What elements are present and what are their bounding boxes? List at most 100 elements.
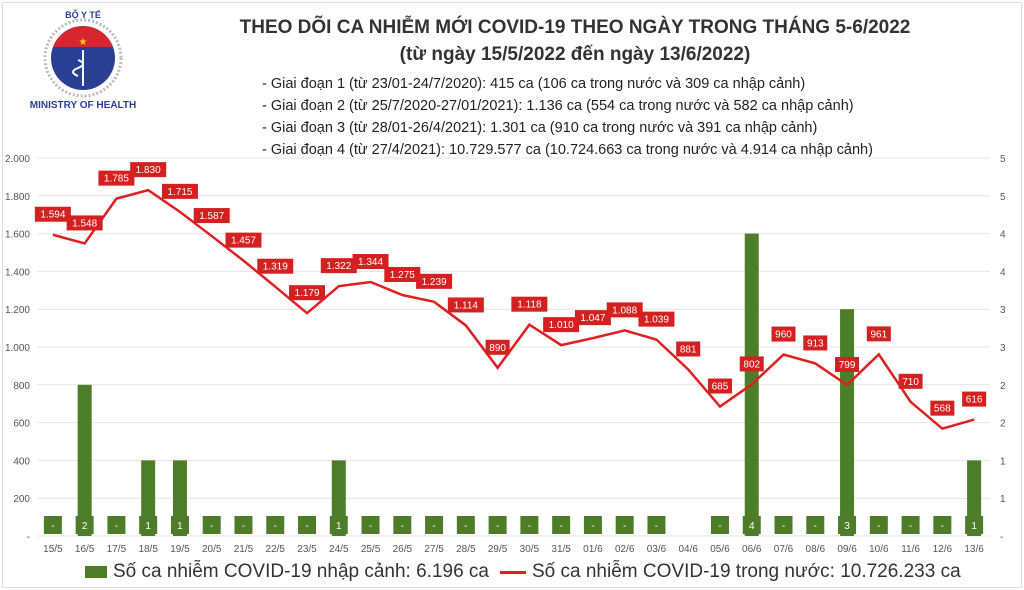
bar-data-label: - — [51, 521, 54, 532]
right-tick-label: 2 — [1000, 419, 1006, 430]
line-data-label: 1.319 — [263, 262, 288, 273]
right-tick-label: 4 — [1000, 230, 1006, 241]
line-data-label: 1.322 — [326, 261, 351, 272]
phase-3: - Giai đoạn 3 (từ 28/01-26/4/2021): 1.30… — [262, 120, 818, 136]
bar-label-box — [933, 516, 952, 534]
legend-line: Số ca nhiễm COVID-19 trong nước: 10.726.… — [500, 561, 961, 583]
bar-label-box — [965, 516, 984, 534]
line-label-box — [771, 326, 796, 342]
bar-label-box — [139, 516, 158, 534]
bar-label-box — [75, 516, 94, 534]
bar-label-box — [615, 516, 634, 534]
line-label-box — [739, 356, 764, 372]
right-tick-label: 2 — [1000, 381, 1006, 392]
right-tick-label: 5 — [1000, 192, 1006, 203]
line-label-box — [98, 170, 135, 186]
bar-label-box — [552, 516, 571, 534]
line-label-box — [225, 232, 262, 248]
bar-data-label: - — [369, 521, 372, 532]
line-data-label: 1.715 — [167, 187, 192, 198]
left-tick-label: 200 — [13, 494, 30, 505]
line-label-box — [130, 162, 167, 178]
chart-plot: - - 200 1 400 1 600 2 800 2 1.000 3 1.200 3 1.400 4 1.60… — [5, 154, 1006, 555]
line-label-box — [866, 326, 891, 342]
line-data-label: 799 — [839, 360, 856, 371]
line-label-box — [511, 296, 548, 312]
bar-label-box — [710, 516, 729, 534]
x-tick-label: 09/6 — [837, 544, 857, 555]
line-label-box — [384, 267, 421, 283]
x-tick-label: 18/5 — [138, 544, 158, 555]
x-tick-label: 31/5 — [551, 544, 571, 555]
line-data-label: 710 — [902, 377, 919, 388]
right-tick-label: 3 — [1000, 343, 1006, 354]
x-tick-label: 25/5 — [361, 544, 381, 555]
bar-data-label: 1 — [177, 521, 183, 532]
bar-data-label: - — [782, 521, 785, 532]
right-tick-label: 3 — [1000, 305, 1006, 316]
x-tick-label: 03/6 — [647, 544, 667, 555]
x-tick-label: 05/6 — [710, 544, 730, 555]
domestic-cases-line — [52, 188, 975, 431]
line-data-label: 1.830 — [136, 165, 161, 176]
line-data-label: 685 — [712, 382, 729, 393]
bar-data-label: - — [559, 521, 562, 532]
line-label-box — [447, 297, 484, 313]
x-tick-label: 07/6 — [774, 544, 794, 555]
bar-label-box — [234, 516, 253, 534]
x-tick-label: 21/5 — [234, 544, 254, 555]
line-data-label: 1.457 — [231, 236, 256, 247]
bar-label-box — [361, 516, 380, 534]
line-data-label: 616 — [966, 395, 983, 406]
bar-label-box — [266, 516, 285, 534]
left-tick-label: - — [27, 532, 30, 543]
x-tick-label: 22/5 — [266, 544, 286, 555]
line-label-box — [803, 335, 828, 351]
chart-title: THEO DÕI CA NHIỄM MỚI COVID-19 THEO NGÀY… — [239, 17, 911, 38]
x-tick-label: 23/5 — [297, 544, 317, 555]
svg-text:★: ★ — [79, 37, 88, 48]
line-data-label: 1.239 — [422, 277, 447, 288]
line-data-label: 1.118 — [517, 300, 542, 311]
logo-bottom-text: MINISTRY OF HEALTH — [30, 100, 136, 111]
line-data-label: 1.548 — [72, 218, 97, 229]
line-label-box — [485, 339, 510, 355]
bar-data-label: - — [655, 521, 658, 532]
line-label-box — [193, 208, 230, 224]
bar-label-box — [806, 516, 825, 534]
line-label-box — [707, 378, 732, 394]
line-data-label: 960 — [775, 330, 792, 341]
line-data-label: 1.275 — [390, 270, 415, 281]
left-tick-label: 1.600 — [5, 230, 30, 241]
legend-line-swatch — [500, 570, 526, 574]
left-tick-label: 800 — [13, 381, 30, 392]
line-data-label: 802 — [743, 359, 760, 370]
phase-1: - Giai đoạn 1 (từ 23/01-24/7/2020): 415 … — [262, 76, 806, 92]
bar-data-label: 1 — [971, 521, 977, 532]
line-label-box — [416, 273, 453, 289]
bar-data-label: 2 — [82, 521, 88, 532]
x-tick-label: 08/6 — [806, 544, 826, 555]
left-tick-label: 1.200 — [5, 305, 30, 316]
bar-label-box — [869, 516, 888, 534]
bar-data-label: - — [496, 521, 499, 532]
bar-data-label: - — [718, 521, 721, 532]
import-bar — [77, 384, 92, 536]
bar-label-box — [202, 516, 221, 534]
bar-data-label: - — [464, 521, 467, 532]
x-tick-label: 01/6 — [583, 544, 603, 555]
bar-label-box — [838, 516, 857, 534]
bar-label-box — [520, 516, 539, 534]
x-tick-label: 19/5 — [170, 544, 190, 555]
line-label-box — [257, 258, 294, 274]
chart-subtitle: (từ ngày 15/5/2022 đến ngày 13/6/2022) — [399, 44, 751, 65]
bar-data-label: - — [432, 521, 435, 532]
left-tick-label: 2.000 — [5, 154, 30, 165]
line-label-box — [34, 206, 71, 222]
line-data-label: 1.587 — [199, 211, 224, 222]
line-label-box — [638, 311, 675, 327]
line-label-box — [161, 183, 198, 199]
line-label-box — [289, 285, 326, 301]
line-data-label: 1.010 — [549, 320, 574, 331]
